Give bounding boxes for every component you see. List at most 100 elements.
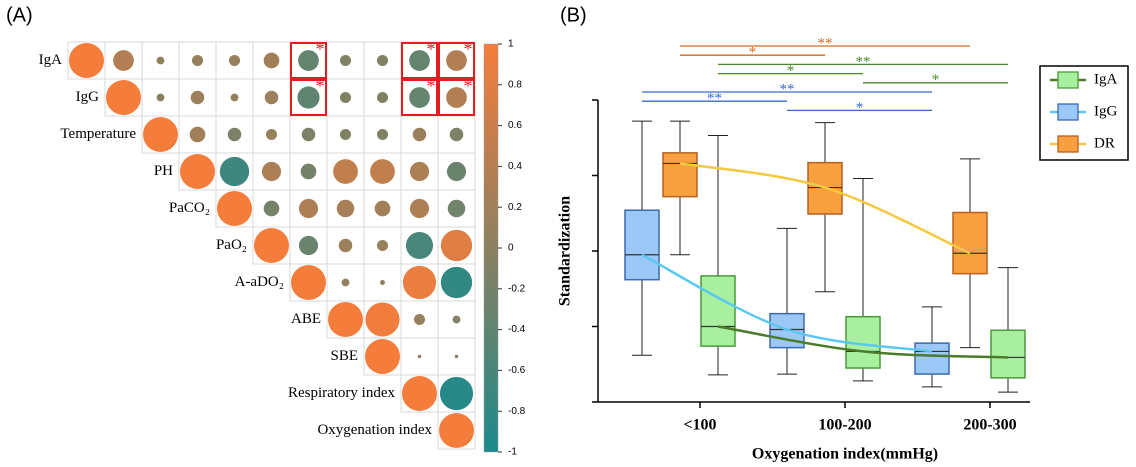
comparison-label: ** [707, 91, 722, 107]
correlation-circle [417, 354, 422, 359]
panel-label: (A) [6, 4, 33, 26]
row-label: ABE [291, 311, 321, 327]
correlation-circle [376, 239, 389, 252]
y-axis-label: Standardization [557, 196, 574, 306]
correlation-circle [300, 163, 317, 180]
correlation-circle [297, 86, 320, 109]
correlation-circle [370, 159, 395, 184]
correlation-circle [230, 93, 239, 102]
correlation-circle [440, 266, 473, 299]
correlation-circle [409, 198, 430, 219]
correlation-circle [217, 191, 252, 226]
significance-star: * [464, 76, 473, 96]
colorbar [483, 43, 499, 453]
correlation-circle [339, 128, 352, 141]
row-label: Temperature [60, 126, 136, 142]
x-tick-label: 100-200 [818, 417, 871, 434]
correlation-circle [156, 93, 165, 102]
comparison-label: * [749, 45, 757, 61]
significance-star: * [316, 39, 325, 59]
correlation-circle [298, 50, 319, 71]
correlation-circle [301, 127, 316, 142]
correlation-circle [446, 50, 467, 71]
row-label: PaCO₂ [169, 200, 210, 216]
row-label: PH [154, 163, 173, 179]
significance-star: * [316, 76, 325, 96]
comparison-label: ** [780, 81, 795, 97]
colorbar-tick-label: -0.6 [508, 365, 526, 376]
correlation-circle [439, 413, 474, 448]
correlation-circle [156, 56, 165, 65]
correlation-circle [409, 50, 430, 71]
correlation-circle [449, 127, 464, 142]
correlation-circle [440, 229, 473, 262]
row-label: IgG [76, 89, 99, 105]
correlation-circle [339, 54, 352, 67]
significance-box [290, 79, 327, 116]
row-label: A-aDO₂ [235, 274, 284, 290]
trend-line [679, 162, 971, 255]
correlation-circle [412, 127, 427, 142]
correlation-circle [374, 200, 391, 217]
significance-star: * [427, 39, 436, 59]
correlation-circle [409, 161, 430, 182]
colorbar-tick-label: 1 [508, 39, 514, 50]
row-label: SBE [330, 348, 358, 364]
correlation-circle [439, 376, 474, 411]
correlation-circle [265, 128, 278, 141]
correlation-circle [376, 54, 389, 67]
box [952, 211, 988, 275]
correlation-circle [189, 126, 206, 143]
correlation-circle [446, 87, 467, 108]
x-tick-label: 200-300 [963, 417, 1016, 434]
correlation-circle [191, 54, 204, 67]
correlation-circle [143, 117, 178, 152]
correlation-circle [402, 265, 437, 300]
correlation-circle [446, 161, 467, 182]
colorbar-tick-label: 0.6 [508, 120, 522, 131]
correlation-circle [447, 199, 466, 218]
correlation-circle [365, 339, 400, 374]
correlation-circle [339, 91, 352, 104]
correlation-circle [254, 228, 289, 263]
correlation-circle [413, 313, 426, 326]
panel-label: (B) [560, 4, 587, 26]
correlation-circle [409, 87, 430, 108]
comparison-label: * [932, 72, 940, 88]
significance-box [290, 42, 327, 79]
colorbar-tick-label: 0.2 [508, 202, 522, 213]
correlation-circle [402, 376, 437, 411]
significance-box [401, 42, 438, 79]
cell [437, 411, 476, 450]
significance-box [401, 79, 438, 116]
box [624, 209, 660, 281]
row-label: IgA [39, 52, 62, 68]
legend-label: IgG [1094, 103, 1117, 119]
correlation-circle [405, 231, 434, 260]
colorbar-tick-label: 0 [508, 243, 514, 254]
legend-swatch [1057, 135, 1079, 153]
correlation-circle [263, 52, 280, 69]
correlation-circle [298, 235, 319, 256]
correlation-circle [227, 127, 242, 142]
correlation-circle [106, 80, 141, 115]
trend-line [717, 325, 1009, 359]
correlation-circle [333, 159, 358, 184]
comparison-label: ** [818, 35, 833, 51]
correlation-circle [261, 161, 282, 182]
correlation-circle [298, 198, 319, 219]
significance-box [438, 42, 475, 79]
colorbar-tick-label: 0.8 [508, 79, 522, 90]
correlation-circle [190, 90, 205, 105]
row-label: PaO₂ [216, 237, 247, 253]
row-label: Oxygenation index [317, 422, 432, 438]
correlation-circle [263, 200, 280, 217]
correlation-circle [69, 43, 104, 78]
box [700, 275, 736, 347]
colorbar-tick-label: -0.2 [508, 283, 526, 294]
colorbar-tick-label: -1 [508, 447, 517, 458]
row-label: Respiratory index [288, 385, 396, 401]
colorbar-tick-label: -0.4 [508, 324, 526, 335]
